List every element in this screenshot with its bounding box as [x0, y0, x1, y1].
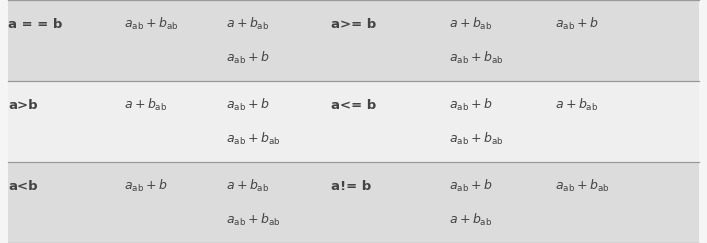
Text: $a_{\mathrm{ab}}+b$: $a_{\mathrm{ab}}+b$: [555, 16, 599, 32]
Text: $a+b_{\mathrm{ab}}$: $a+b_{\mathrm{ab}}$: [226, 16, 269, 32]
Text: $a+b_{\mathrm{ab}}$: $a+b_{\mathrm{ab}}$: [449, 16, 492, 32]
Text: $a_{\mathrm{ab}}+b_{\mathrm{ab}}$: $a_{\mathrm{ab}}+b_{\mathrm{ab}}$: [226, 131, 281, 147]
Text: $a_{\mathrm{ab}}+b$: $a_{\mathrm{ab}}+b$: [226, 97, 270, 113]
Text: $a_{\mathrm{ab}}+b$: $a_{\mathrm{ab}}+b$: [449, 97, 493, 113]
Text: $a_{\mathrm{ab}}+b_{\mathrm{ab}}$: $a_{\mathrm{ab}}+b_{\mathrm{ab}}$: [555, 178, 609, 194]
Bar: [8, 0, 699, 81]
Text: a!= b: a!= b: [331, 180, 371, 193]
Text: a>= b: a>= b: [331, 18, 376, 31]
Text: $a+b_{\mathrm{ab}}$: $a+b_{\mathrm{ab}}$: [124, 97, 167, 113]
Text: $a_{\mathrm{ab}}+b$: $a_{\mathrm{ab}}+b$: [124, 178, 168, 194]
Text: $a_{\mathrm{ab}}+b$: $a_{\mathrm{ab}}+b$: [449, 178, 493, 194]
Bar: [8, 81, 699, 162]
Text: $a+b_{\mathrm{ab}}$: $a+b_{\mathrm{ab}}$: [226, 178, 269, 194]
Text: $a_{\mathrm{ab}}+b$: $a_{\mathrm{ab}}+b$: [226, 50, 270, 66]
Bar: [8, 162, 699, 243]
Text: $a+b_{\mathrm{ab}}$: $a+b_{\mathrm{ab}}$: [449, 212, 492, 228]
Text: $a_{\mathrm{ab}}+b_{\mathrm{ab}}$: $a_{\mathrm{ab}}+b_{\mathrm{ab}}$: [124, 16, 178, 32]
Text: a<= b: a<= b: [331, 99, 376, 112]
Text: $a_{\mathrm{ab}}+b_{\mathrm{ab}}$: $a_{\mathrm{ab}}+b_{\mathrm{ab}}$: [449, 50, 503, 66]
Text: $a_{\mathrm{ab}}+b_{\mathrm{ab}}$: $a_{\mathrm{ab}}+b_{\mathrm{ab}}$: [226, 212, 281, 228]
Text: a = = b: a = = b: [8, 18, 63, 31]
Text: a>b: a>b: [8, 99, 38, 112]
Text: $a+b_{\mathrm{ab}}$: $a+b_{\mathrm{ab}}$: [555, 97, 598, 113]
Text: $a_{\mathrm{ab}}+b_{\mathrm{ab}}$: $a_{\mathrm{ab}}+b_{\mathrm{ab}}$: [449, 131, 503, 147]
Text: a<b: a<b: [8, 180, 38, 193]
